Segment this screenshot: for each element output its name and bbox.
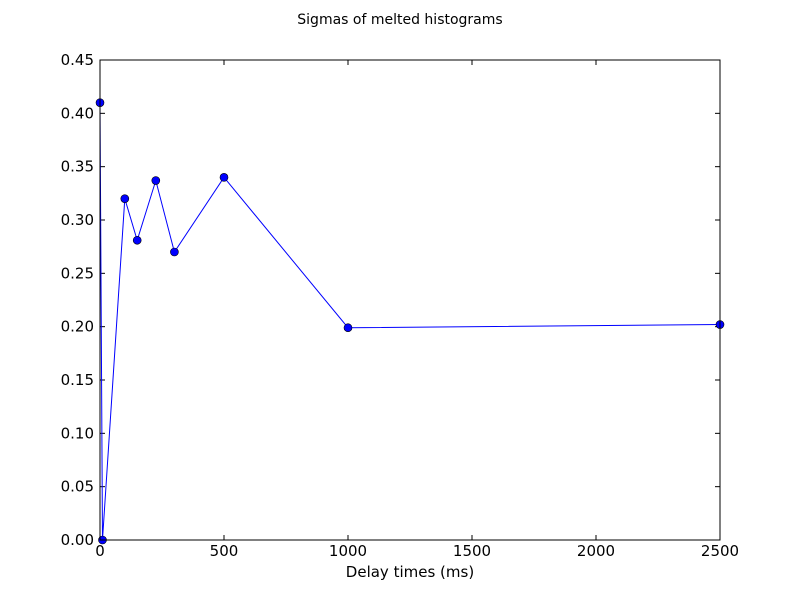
y-tick-label: 0.40 [61, 104, 94, 122]
x-tick-label: 2500 [701, 542, 739, 560]
axes: 0 500 1000 1500 2000 2500 0.00 0.05 0.10 0.15 0.20… [61, 51, 740, 560]
data-point [120, 194, 130, 203]
y-tick-label: 0.20 [61, 318, 94, 336]
y-tick-label: 0.35 [61, 158, 94, 176]
y-tick-label: 0.25 [61, 264, 94, 282]
y-tick-label: 0.30 [61, 211, 94, 229]
x-tick-label: 2000 [577, 542, 615, 560]
series-layer [95, 98, 725, 545]
x-tick-label: 1500 [453, 542, 491, 560]
chart-title: Sigmas of melted histograms [297, 12, 502, 28]
y-tick-label: 0.10 [61, 424, 94, 442]
x-tick-label: 0 [95, 542, 105, 560]
data-point [219, 173, 229, 182]
x-axis-label: Delay times (ms) [346, 563, 474, 581]
y-tick-label: 0.00 [61, 531, 94, 549]
y-tick-label: 0.05 [61, 478, 94, 496]
plot-frame [99, 59, 721, 541]
data-point [151, 176, 161, 185]
plot-area [100, 60, 720, 540]
y-tick-label: 0.15 [61, 371, 94, 389]
data-point [170, 247, 179, 257]
y-tick-label: 0.45 [61, 51, 94, 69]
data-point [343, 323, 353, 333]
data-point [132, 235, 142, 245]
x-tick-label: 500 [210, 542, 239, 560]
x-tick-label: 1000 [329, 542, 367, 560]
